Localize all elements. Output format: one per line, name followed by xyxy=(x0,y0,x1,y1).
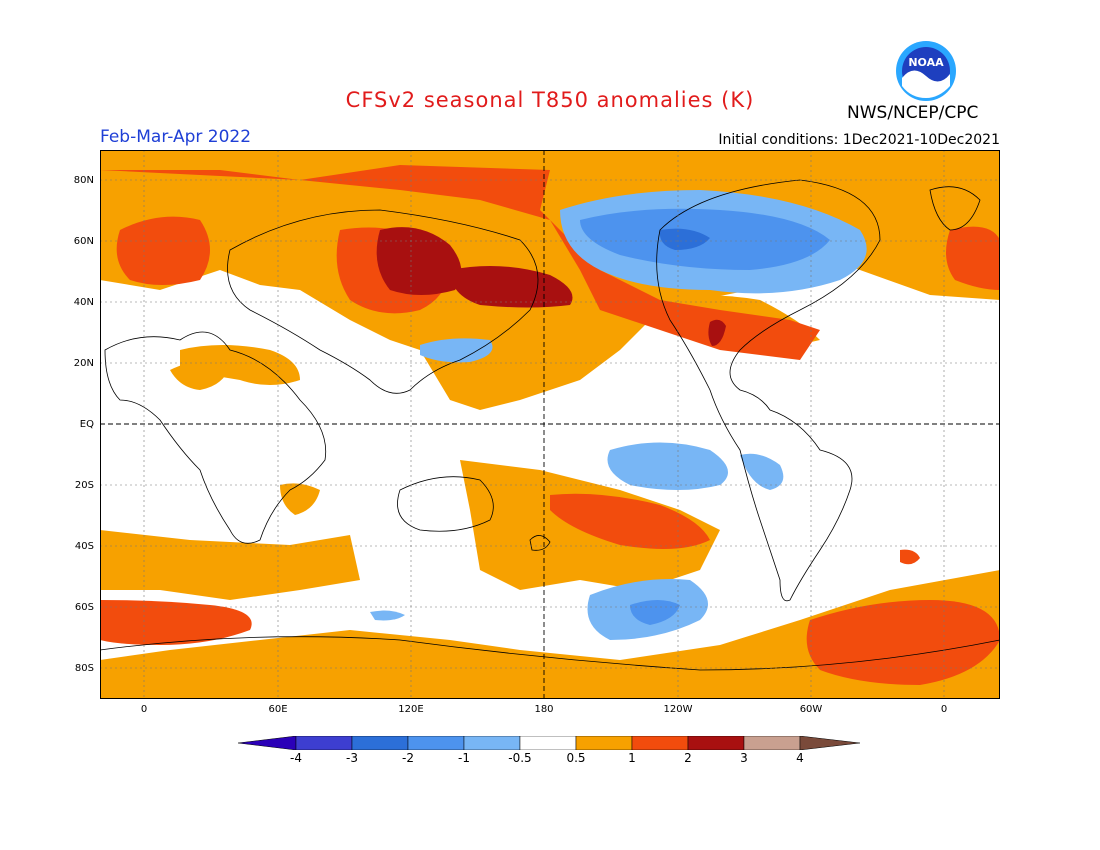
lat-tick-label: 60S xyxy=(74,602,94,613)
legend-swatch xyxy=(799,735,861,751)
legend-swatch xyxy=(237,735,297,751)
legend-label: -0.5 xyxy=(508,751,532,765)
legend-swatch xyxy=(631,735,689,751)
legend-label: 4 xyxy=(796,751,804,765)
lat-tick-label: EQ xyxy=(79,419,94,430)
equator-dateline xyxy=(100,150,1000,699)
lon-tick-label: 0 xyxy=(940,704,948,715)
legend-swatch xyxy=(351,735,409,751)
legend-swatch xyxy=(687,735,745,751)
anomaly-map xyxy=(100,150,1000,699)
lon-tick-label: 60W xyxy=(799,704,823,715)
legend-label: -3 xyxy=(346,751,358,765)
legend-swatch xyxy=(407,735,465,751)
map-frame xyxy=(100,150,1000,699)
season-label: Feb-Mar-Apr 2022 xyxy=(100,127,252,147)
legend-swatch xyxy=(463,735,521,751)
initial-conditions-label: Initial conditions: 1Dec2021-10Dec2021 xyxy=(718,132,1000,148)
legend-label: 0.5 xyxy=(566,751,586,765)
legend-swatch xyxy=(519,735,577,751)
lon-tick-label: 180 xyxy=(534,704,554,715)
lat-tick-label: 80N xyxy=(73,175,94,186)
graticule xyxy=(100,150,1000,699)
legend-label: 3 xyxy=(740,751,748,765)
map-title: CFSv2 seasonal T850 anomalies (K) xyxy=(345,88,755,112)
color-legend xyxy=(237,735,862,765)
lon-tick-label: 120W xyxy=(663,704,693,715)
legend-label: -1 xyxy=(458,751,470,765)
lat-tick-label: 40S xyxy=(74,541,94,552)
anomaly-band-2-3 xyxy=(376,227,726,346)
lat-tick-label: 60N xyxy=(73,236,94,247)
legend-swatch xyxy=(575,735,633,751)
legend-label: 2 xyxy=(684,751,692,765)
lon-tick-label: 0 xyxy=(140,704,148,715)
lat-tick-label: 20N xyxy=(73,358,94,369)
logo-text: NOAA xyxy=(908,56,944,69)
coastlines xyxy=(100,179,1000,671)
legend-swatch xyxy=(295,735,353,751)
agency-label: NWS/NCEP/CPC xyxy=(847,103,979,123)
lon-tick-label: 120E xyxy=(398,704,424,715)
lat-tick-label: 40N xyxy=(73,297,94,308)
anomaly-band-neg-2 xyxy=(659,228,710,250)
legend-label: -4 xyxy=(290,751,302,765)
lon-tick-label: 60E xyxy=(268,704,288,715)
legend-swatch xyxy=(743,735,801,751)
lat-tick-label: 20S xyxy=(74,480,94,491)
legend-label: 1 xyxy=(628,751,636,765)
lat-tick-label: 80S xyxy=(74,663,94,674)
legend-label: -2 xyxy=(402,751,414,765)
noaa-logo: NOAA xyxy=(895,40,957,102)
